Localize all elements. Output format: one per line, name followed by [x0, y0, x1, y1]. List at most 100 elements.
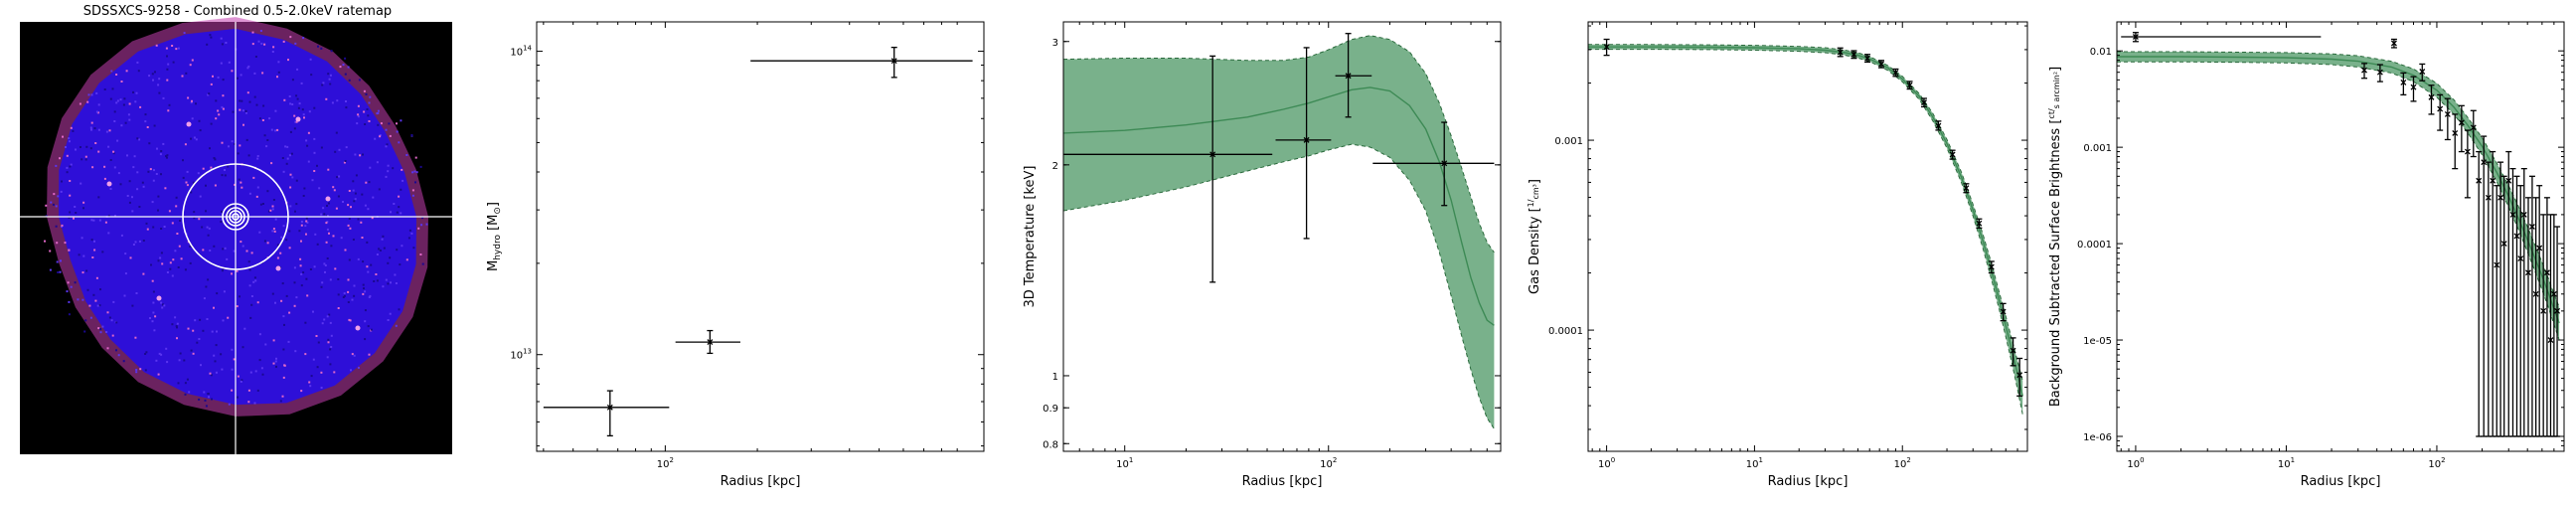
ratemap-pixel: [289, 102, 292, 105]
ratemap-pixel: [379, 249, 382, 252]
x-tick-label: 100: [2127, 456, 2144, 470]
ratemap-pixel: [251, 31, 254, 34]
ratemap-pixel: [323, 213, 326, 216]
ratemap-pixel: [363, 287, 365, 290]
ratemap-pixel: [176, 322, 179, 325]
model-upper-bound: [2117, 51, 2560, 307]
ratemap-pixel: [281, 395, 284, 398]
ratemap-pixel: [283, 323, 285, 326]
data-point-12: [2464, 129, 2471, 199]
ratemap-pixel: [167, 63, 170, 66]
ratemap-pixel: [234, 183, 237, 186]
point-marker: [2376, 69, 2383, 76]
point-marker: [2520, 211, 2527, 218]
ratemap-pixel: [231, 140, 234, 143]
point-marker: [1921, 99, 1927, 106]
ratemap-pixel: [80, 182, 82, 185]
ratemap-pixel: [298, 102, 301, 105]
ratemap-pixel: [387, 164, 390, 167]
ratemap-pixel: [396, 211, 399, 214]
ratemap-pixel: [353, 354, 356, 357]
ratemap-pixel: [320, 47, 323, 50]
ratemap-pixel: [222, 248, 225, 251]
ratemap-pixel: [165, 47, 168, 50]
ratemap-pixel: [257, 40, 260, 43]
ratemap-pixel: [330, 334, 333, 337]
data-point-11: [2458, 104, 2465, 153]
ratemap-pixel: [304, 353, 307, 356]
ratemap-pixel: [194, 319, 197, 322]
ratemap-pixel: [376, 253, 379, 255]
ratemap-pixel: [128, 180, 131, 183]
ratemap-pixel: [328, 232, 330, 235]
point-source: [325, 196, 331, 202]
ratemap-pixel: [166, 68, 169, 71]
ratemap-pixel: [251, 43, 254, 46]
ratemap-pixel: [289, 205, 292, 208]
ratemap-pixel: [300, 224, 303, 227]
ratemap-pixel: [148, 142, 151, 145]
ratemap-pixel: [272, 46, 275, 49]
ratemap-pixel: [340, 237, 343, 240]
data-point-32: [2547, 214, 2554, 437]
x-tick-exponent: 0: [1611, 456, 1615, 464]
ratemap-pixel: [195, 138, 198, 141]
ratemap-pixel: [49, 250, 52, 252]
ratemap-pixel: [113, 166, 116, 169]
ratemap-pixel: [401, 245, 403, 248]
data-point-18: [2494, 185, 2500, 437]
ratemap-pixel: [204, 399, 207, 402]
ratemap-pixel: [126, 195, 129, 197]
ratemap-pixel: [303, 116, 305, 119]
ratemap-pixel: [68, 216, 71, 219]
ratemap-pixel: [338, 148, 341, 151]
y-tick-exponent: 13: [523, 348, 532, 356]
ratemap-pixel: [347, 278, 350, 281]
ratemap-pixel: [111, 87, 114, 90]
ratemap-pixel: [169, 261, 172, 264]
ratemap-pixel: [210, 122, 213, 125]
ratemap-pixel: [193, 211, 196, 214]
data-point-3: [2390, 38, 2397, 49]
point-marker: [2505, 177, 2512, 184]
ratemap-pixel: [66, 154, 69, 157]
ratemap-pixel: [326, 257, 329, 259]
ratemap-pixel: [260, 367, 263, 370]
ratemap-pixel: [398, 308, 401, 311]
ratemap-pixel: [68, 300, 71, 303]
ratemap-pixel: [135, 91, 138, 94]
ratemap-pixel: [105, 130, 108, 133]
x-tick-label: 101: [1746, 456, 1763, 470]
ratemap-pixel: [160, 301, 163, 304]
ratemap-pixel: [206, 43, 209, 46]
ratemap-pixel: [94, 299, 97, 302]
point-marker: [1303, 136, 1310, 143]
ratemap-pixel: [248, 192, 251, 195]
y-label-denominator: cm³: [1531, 184, 1540, 199]
ratemap-pixel: [55, 225, 58, 228]
ratemap-pixel: [238, 178, 241, 181]
x-tick-label: 102: [1894, 456, 1911, 470]
point-marker: [2494, 261, 2500, 268]
ratemap-pixel: [174, 316, 177, 319]
model-median-line: [2117, 56, 2560, 324]
ratemap-pixel: [295, 296, 298, 299]
ratemap-pixel: [115, 74, 118, 76]
ratemap-pixel: [387, 282, 390, 285]
ratemap-pixel: [347, 224, 350, 227]
ratemap-pixel: [261, 119, 264, 121]
ratemap-pixel: [117, 172, 120, 175]
ratemap-pixel: [101, 325, 104, 328]
ratemap-pixel: [293, 266, 296, 269]
data-point-1: [675, 329, 740, 355]
ratemap-pixel: [99, 331, 102, 334]
ratemap-pixel: [184, 393, 187, 396]
ratemap-pixel: [165, 347, 168, 350]
ratemap-pixel: [97, 327, 100, 330]
ratemap-pixel: [255, 103, 258, 106]
ratemap-pixel: [128, 102, 131, 105]
ratemap-pixel: [222, 107, 225, 110]
ratemap-pixel: [222, 319, 225, 322]
ratemap-pixel: [344, 249, 347, 252]
ratemap-pixel: [70, 126, 73, 129]
